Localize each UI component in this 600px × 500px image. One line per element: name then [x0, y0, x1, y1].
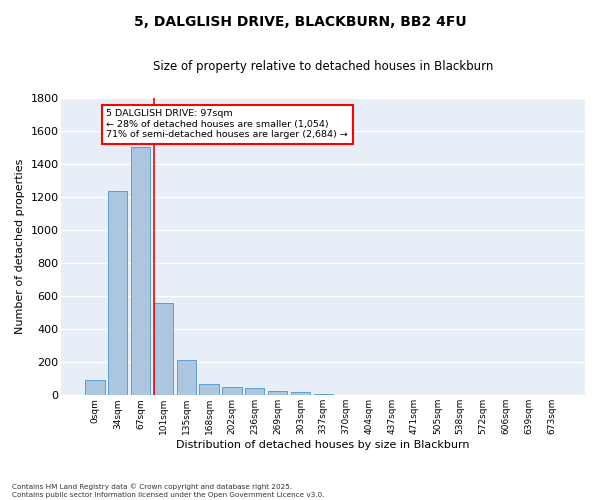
Bar [176, 360, 196, 396]
Text: 5 DALGLISH DRIVE: 97sqm
← 28% of detached houses are smaller (1,054)
71% of semi: 5 DALGLISH DRIVE: 97sqm ← 28% of detache… [106, 110, 348, 139]
Bar [108, 191, 127, 396]
Bar [85, 380, 104, 396]
Text: 5, DALGLISH DRIVE, BLACKBURN, BB2 4FU: 5, DALGLISH DRIVE, BLACKBURN, BB2 4FU [134, 15, 466, 29]
Y-axis label: Number of detached properties: Number of detached properties [15, 159, 25, 334]
Title: Size of property relative to detached houses in Blackburn: Size of property relative to detached ho… [153, 60, 493, 73]
Bar [245, 388, 265, 396]
Bar [314, 394, 333, 396]
Bar [291, 392, 310, 396]
Text: Contains HM Land Registry data © Crown copyright and database right 2025.
Contai: Contains HM Land Registry data © Crown c… [12, 484, 325, 498]
Bar [199, 384, 219, 396]
Bar [131, 146, 151, 396]
X-axis label: Distribution of detached houses by size in Blackburn: Distribution of detached houses by size … [176, 440, 470, 450]
Bar [268, 390, 287, 396]
Bar [222, 387, 242, 396]
Bar [154, 302, 173, 396]
